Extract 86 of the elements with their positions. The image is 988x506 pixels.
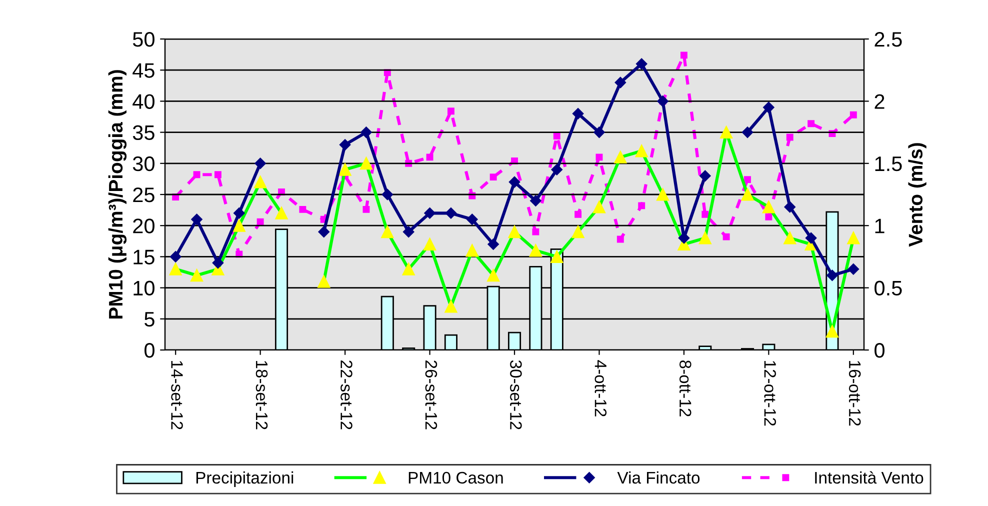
legend-label: Intensità Vento <box>815 471 924 484</box>
point <box>594 126 605 138</box>
point <box>299 206 306 213</box>
x-tick-label: 18-set-12 <box>256 360 268 430</box>
point <box>234 208 245 219</box>
y2-tick-label: 0 <box>874 343 884 358</box>
point <box>447 108 454 115</box>
y2-axis-title: Vento (m/s) <box>908 143 926 247</box>
point <box>193 171 200 178</box>
point <box>722 233 730 240</box>
point <box>278 188 285 196</box>
legend-label: Via Fincato <box>617 471 700 484</box>
point <box>212 257 224 269</box>
point <box>638 202 646 210</box>
y2-tick-label: 1 <box>875 218 884 234</box>
point <box>445 208 457 219</box>
point <box>532 228 540 236</box>
x-tick-label: 26-set-12 <box>425 360 438 430</box>
point <box>172 194 180 200</box>
point <box>466 214 478 225</box>
point <box>424 208 436 219</box>
legend-label: Precipitazioni <box>196 471 294 487</box>
point <box>426 154 434 161</box>
point <box>360 126 372 138</box>
point <box>191 214 202 225</box>
point <box>256 218 264 226</box>
y-tick-label: 30 <box>132 156 154 172</box>
point <box>763 102 774 114</box>
y-tick-label: 20 <box>133 218 154 234</box>
x-tick-label: 14-set-12 <box>171 360 183 430</box>
y-tick-label: 45 <box>132 63 154 78</box>
point <box>848 264 860 275</box>
y-tick-label: 10 <box>134 280 154 296</box>
point <box>574 210 582 218</box>
y-tick-label: 25 <box>133 188 154 202</box>
x-tick-label: 4-ott-12 <box>594 360 607 416</box>
point <box>744 176 751 184</box>
point <box>702 210 709 218</box>
point <box>254 158 266 170</box>
y2-tick-label: 0.5 <box>874 280 902 296</box>
y2-tick-label: 2 <box>874 94 884 109</box>
point <box>339 139 351 150</box>
point <box>553 132 560 140</box>
y-tick-label: 15 <box>134 250 154 264</box>
y-tick-label: 40 <box>132 94 154 109</box>
point <box>786 134 794 141</box>
point <box>490 174 497 181</box>
x-tick-label: 16-ott-12 <box>848 360 861 426</box>
y-axis-title: PM10 (μg/m³)/Pioggia (mm) <box>108 70 127 319</box>
y-tick-label: 5 <box>144 312 154 327</box>
y2-tick-label: 1.5 <box>875 156 902 172</box>
point <box>680 52 688 59</box>
point <box>382 188 394 200</box>
x-tick-label: 30-set-12 <box>510 360 522 430</box>
point <box>700 170 711 182</box>
point <box>636 58 648 70</box>
point <box>572 108 584 120</box>
point <box>488 238 499 250</box>
point <box>318 226 330 238</box>
point <box>784 201 796 213</box>
point <box>214 171 222 178</box>
point <box>551 164 562 176</box>
point <box>362 206 370 213</box>
point <box>826 270 838 281</box>
point <box>742 126 754 138</box>
point <box>508 176 520 188</box>
y2-tick-label: 2.5 <box>874 32 902 47</box>
y-tick-label: 50 <box>132 32 154 47</box>
bar <box>444 334 458 350</box>
point <box>765 213 772 220</box>
point <box>805 232 817 244</box>
point <box>530 195 542 206</box>
y-tick-label: 35 <box>132 125 154 140</box>
point <box>808 120 815 128</box>
point <box>596 154 603 161</box>
x-tick-label: 8-ott-12 <box>679 360 692 416</box>
point <box>850 111 857 118</box>
point <box>616 236 624 243</box>
x-tick-label: 12-ott-12 <box>764 360 776 426</box>
point <box>614 76 626 88</box>
x-tick-label: 22-set-12 <box>340 360 352 430</box>
legend-label: PM10 Cason <box>408 472 503 484</box>
point <box>402 226 414 238</box>
bar <box>698 346 712 350</box>
point <box>170 251 182 262</box>
y-tick-label: 0 <box>144 343 154 358</box>
